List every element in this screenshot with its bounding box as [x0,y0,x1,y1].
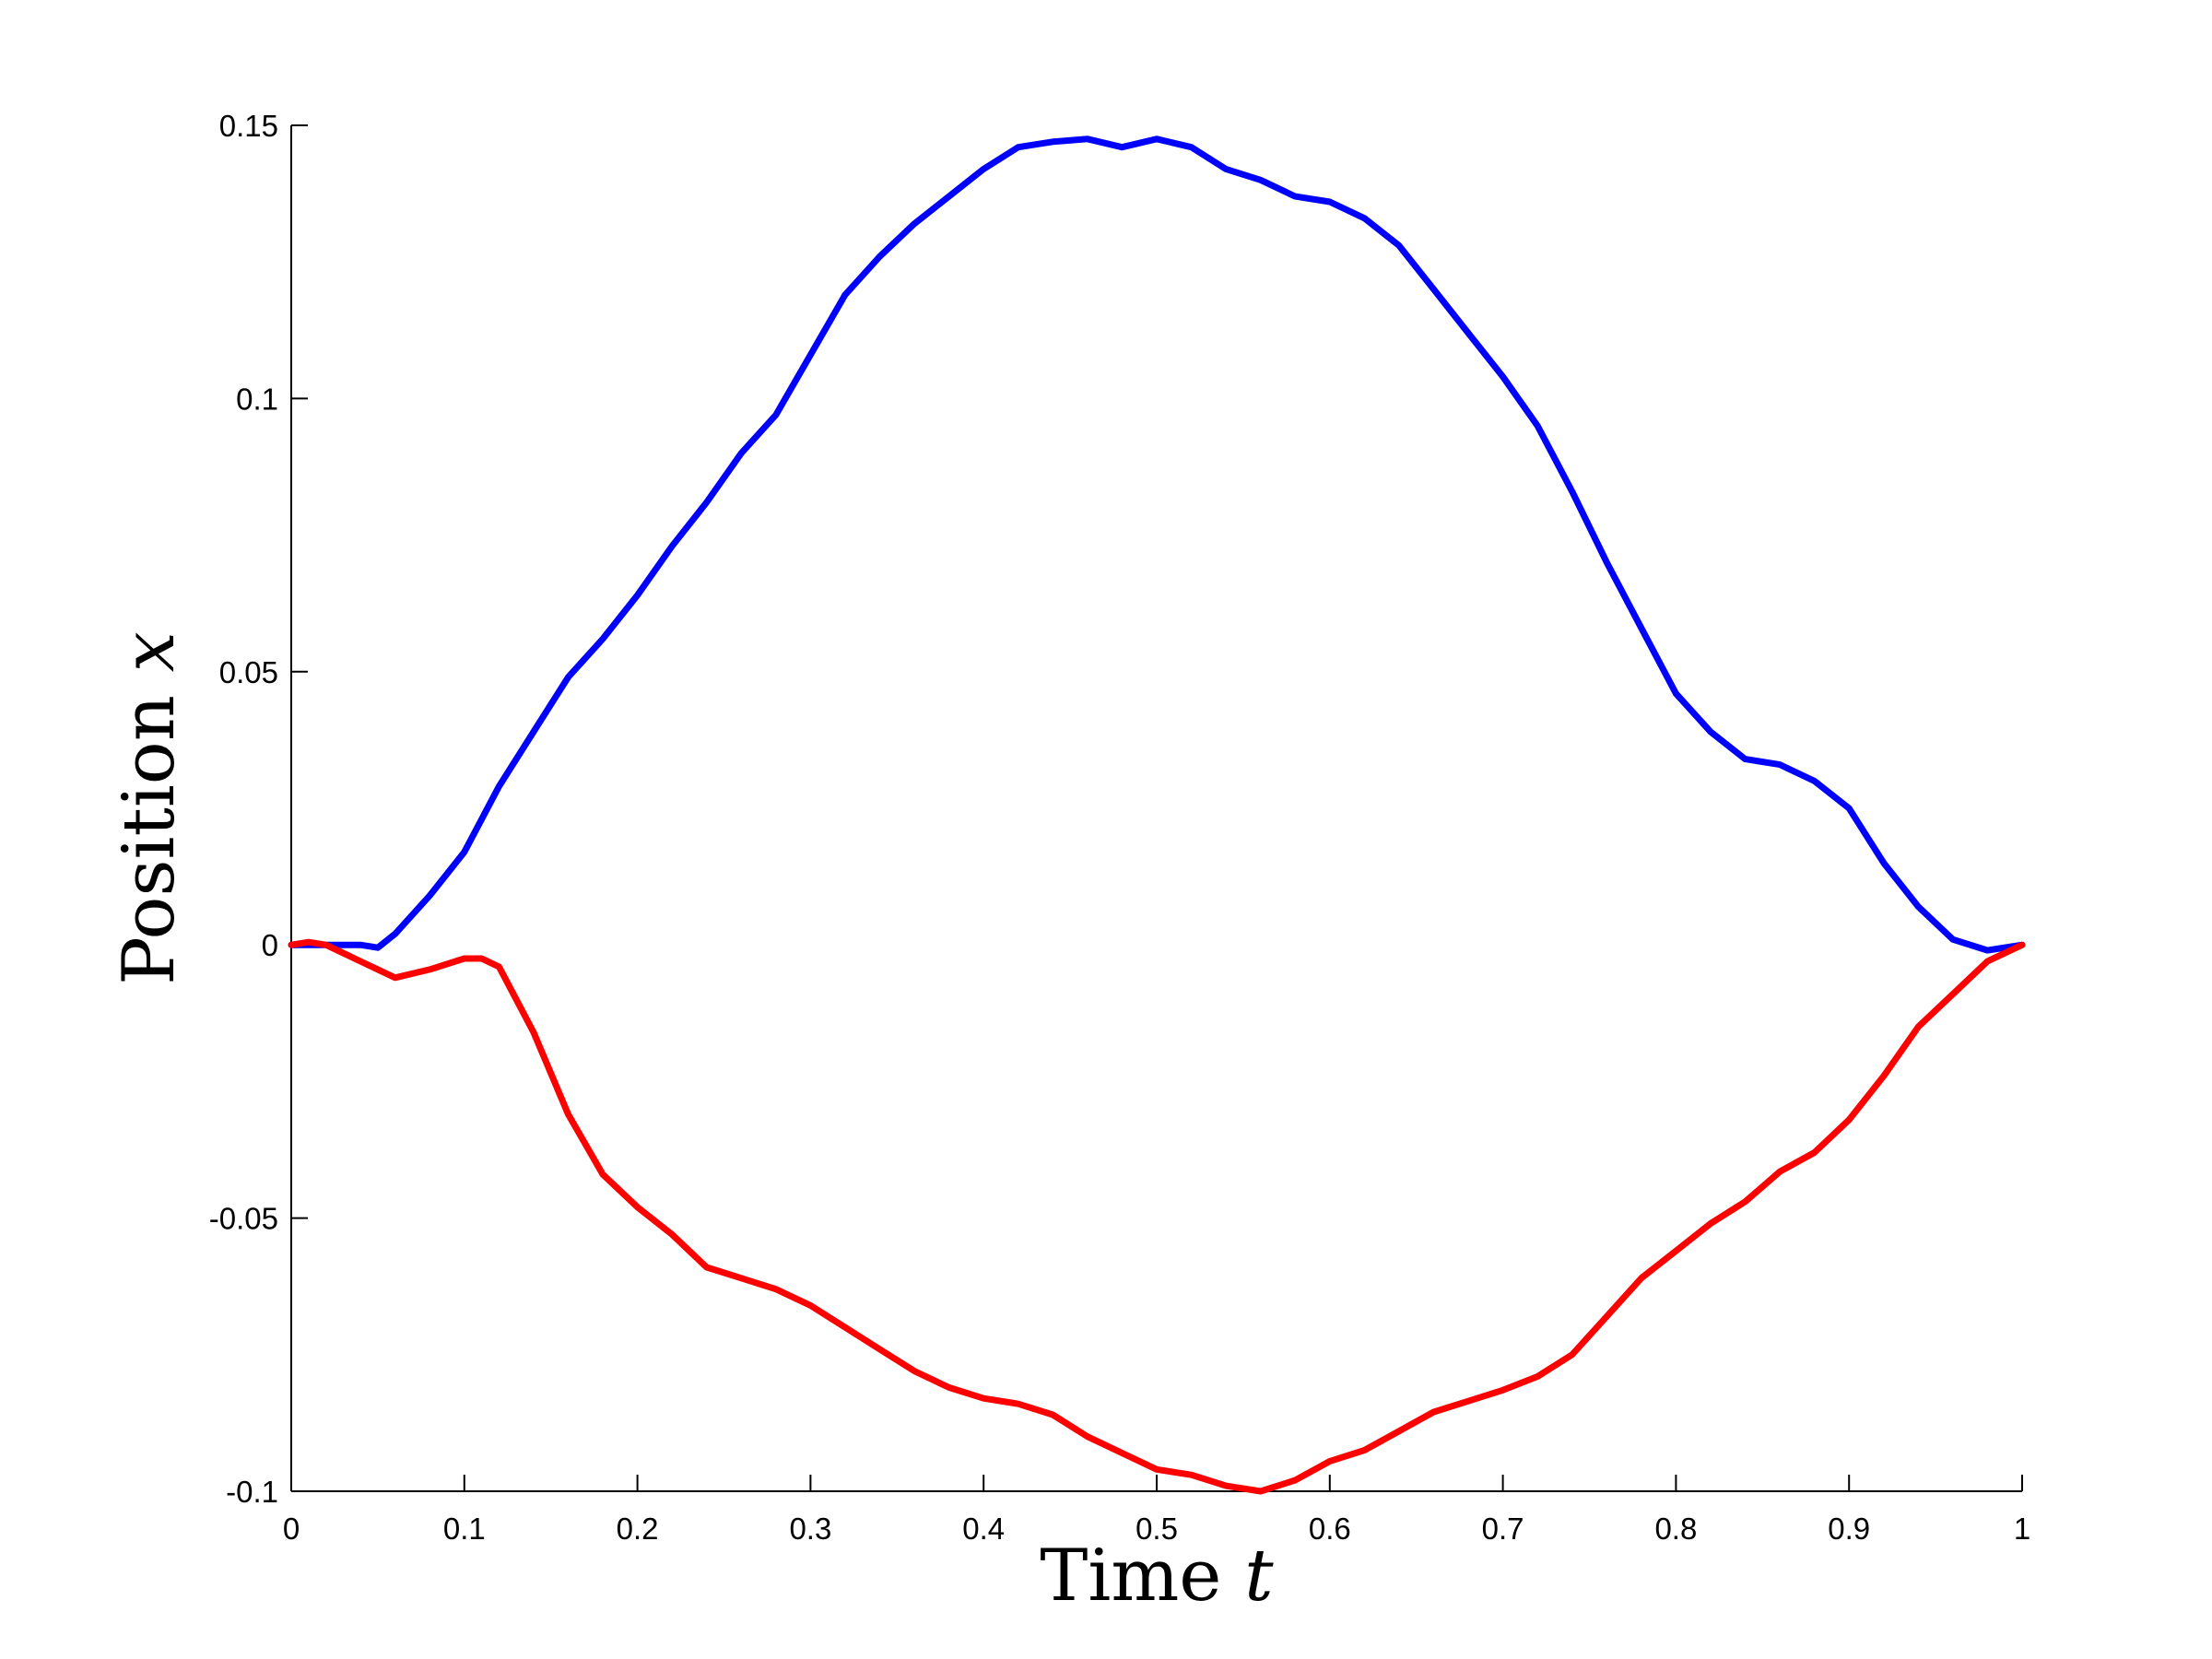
axes [290,125,2022,1492]
x-tick-label: 0.5 [1135,1512,1178,1546]
x-ticks: 0 0.1 0.2 0.3 0.4 0.5 0.6 0.7 0.8 0.9 1 [283,1475,2030,1546]
y-tick-label: -0.05 [209,1202,278,1236]
x-tick-label: 1 [2014,1512,2030,1546]
x-axis-title: Time t [1040,1535,1274,1618]
series-group [288,135,2026,1495]
y-ticks: -0.1 -0.05 0 0.05 0.1 0.15 [209,109,308,1509]
x-tick-label: 0.2 [617,1512,659,1546]
x-tick-label: 0.4 [962,1512,1005,1546]
y-tick-label: 0.1 [236,382,278,416]
x-tick-label: 0.1 [443,1512,486,1546]
x-tick-label: 0.8 [1654,1512,1697,1546]
y-tick-label: 0 [262,928,278,962]
series-line-2 [288,938,2026,1495]
x-tick-label: 0.7 [1482,1512,1524,1546]
y-tick-label: 0.15 [219,109,278,143]
x-tick-label: 0.3 [789,1512,831,1546]
y-tick-label: 0.05 [219,655,278,689]
y-tick-label: -0.1 [226,1475,278,1509]
y-axis-title: Position x [108,631,191,985]
series-line-1 [288,135,2026,954]
x-tick-label: 0.9 [1828,1512,1870,1546]
x-tick-label: 0.6 [1309,1512,1351,1546]
x-tick-label: 0 [283,1512,300,1546]
